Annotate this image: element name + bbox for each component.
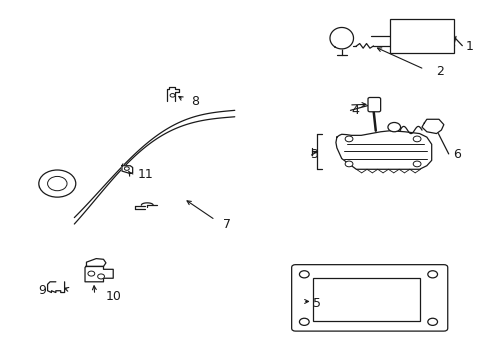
Circle shape bbox=[124, 167, 129, 170]
Circle shape bbox=[412, 136, 420, 142]
Polygon shape bbox=[335, 131, 431, 169]
Circle shape bbox=[299, 271, 308, 278]
FancyBboxPatch shape bbox=[291, 265, 447, 331]
Text: 2: 2 bbox=[436, 64, 444, 77]
Text: 5: 5 bbox=[312, 297, 320, 310]
Text: 8: 8 bbox=[191, 95, 199, 108]
Text: 4: 4 bbox=[351, 104, 359, 117]
Polygon shape bbox=[122, 164, 132, 174]
Circle shape bbox=[88, 271, 95, 276]
Bar bbox=[389, 19, 453, 53]
Polygon shape bbox=[329, 27, 353, 49]
Text: 11: 11 bbox=[137, 168, 153, 181]
Circle shape bbox=[345, 161, 352, 167]
Polygon shape bbox=[421, 119, 443, 134]
Circle shape bbox=[98, 274, 104, 279]
Circle shape bbox=[412, 161, 420, 167]
Text: 7: 7 bbox=[222, 218, 230, 231]
Circle shape bbox=[170, 94, 175, 97]
Polygon shape bbox=[47, 282, 64, 293]
Text: 6: 6 bbox=[453, 148, 461, 162]
Circle shape bbox=[387, 122, 400, 132]
Circle shape bbox=[427, 318, 437, 325]
Polygon shape bbox=[86, 258, 106, 266]
Circle shape bbox=[427, 271, 437, 278]
Bar bbox=[312, 278, 419, 321]
Text: 1: 1 bbox=[465, 40, 473, 53]
Circle shape bbox=[47, 176, 67, 191]
Circle shape bbox=[39, 170, 76, 197]
Circle shape bbox=[299, 318, 308, 325]
Polygon shape bbox=[166, 87, 179, 102]
Text: 3: 3 bbox=[309, 148, 317, 162]
Circle shape bbox=[345, 136, 352, 142]
Text: 10: 10 bbox=[106, 289, 122, 303]
FancyBboxPatch shape bbox=[367, 98, 380, 112]
Text: 9: 9 bbox=[38, 284, 46, 297]
Polygon shape bbox=[85, 266, 113, 282]
